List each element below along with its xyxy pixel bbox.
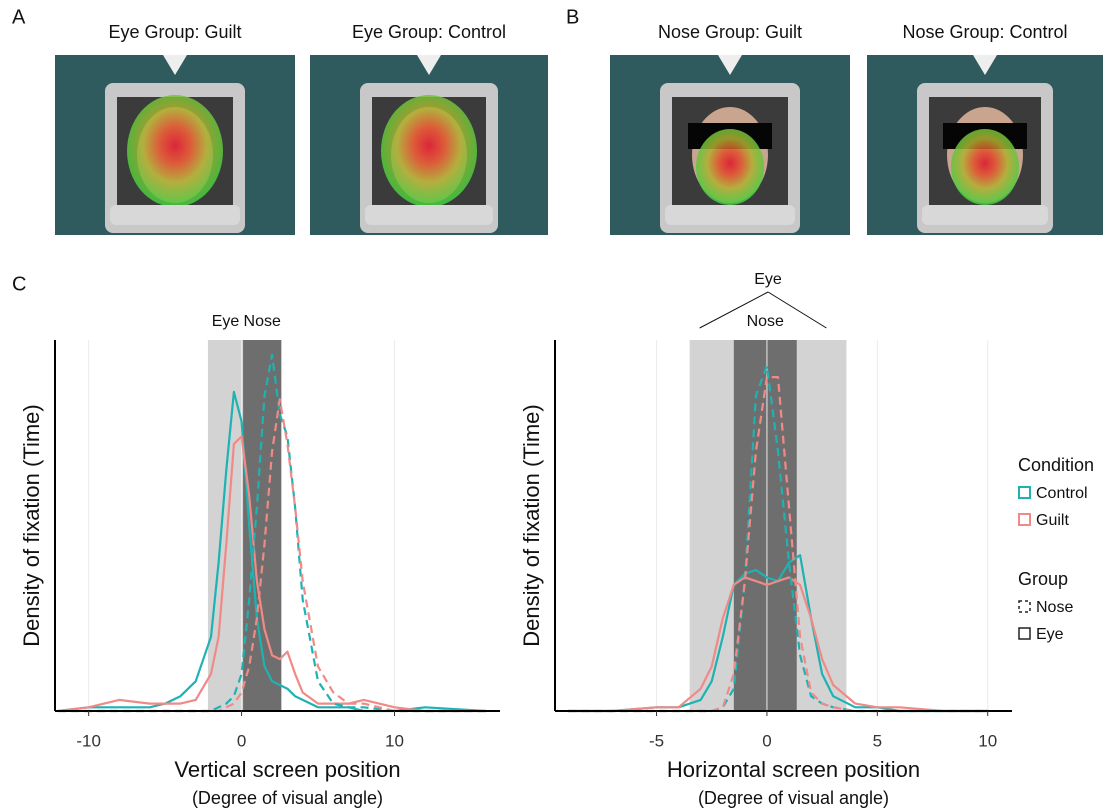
x-tick-label: 10 bbox=[385, 731, 404, 750]
legend-label: Guilt bbox=[1036, 512, 1069, 529]
band-label: Nose bbox=[747, 313, 784, 330]
legend-label: Nose bbox=[1036, 599, 1073, 616]
x-tick-label: 5 bbox=[873, 731, 882, 750]
base bbox=[922, 205, 1048, 225]
legend-key bbox=[1019, 628, 1030, 639]
photo-title: Eye Group: Guilt bbox=[108, 22, 241, 42]
band-label: Eye bbox=[754, 271, 782, 288]
band-label: Eye bbox=[212, 313, 240, 330]
figure: Eye Group: Guilt Eye Group: Control Nose G… bbox=[0, 0, 1115, 810]
x-tick-label: -10 bbox=[76, 731, 101, 750]
heatmap bbox=[696, 129, 764, 205]
y-axis-label: Density of fixation (Time) bbox=[19, 404, 44, 646]
base bbox=[665, 205, 795, 225]
photo-title: Nose Group: Control bbox=[902, 22, 1067, 42]
legend-key bbox=[1019, 514, 1030, 525]
y-axis-label: Density of fixation (Time) bbox=[519, 404, 544, 646]
x-axis-label: Vertical screen position bbox=[174, 757, 400, 782]
x-tick-label: -5 bbox=[649, 731, 664, 750]
legend-title: Group bbox=[1018, 569, 1068, 589]
photo-title: Nose Group: Guilt bbox=[658, 22, 802, 42]
photo-title: Eye Group: Control bbox=[352, 22, 506, 42]
base bbox=[110, 205, 240, 225]
heatmap bbox=[951, 129, 1019, 205]
legend-key bbox=[1019, 601, 1030, 612]
panel-label: C bbox=[12, 273, 26, 295]
legend-label: Eye bbox=[1036, 626, 1064, 643]
panel-label: A bbox=[12, 6, 26, 28]
heatmap bbox=[381, 95, 477, 207]
x-axis-sublabel: (Degree of visual angle) bbox=[192, 788, 383, 808]
plot: Eye Nose -5 0 5 10 Horizontal screen position (… bbox=[519, 271, 1012, 808]
base bbox=[365, 205, 493, 225]
band bbox=[734, 340, 797, 711]
heatmap bbox=[127, 95, 223, 207]
legend-key bbox=[1019, 487, 1030, 498]
legend-label: Control bbox=[1036, 485, 1088, 502]
x-axis-sublabel: (Degree of visual angle) bbox=[698, 788, 889, 808]
panel-label: B bbox=[566, 6, 579, 28]
x-tick-label: 0 bbox=[237, 731, 246, 750]
x-tick-label: 0 bbox=[762, 731, 771, 750]
x-tick-label: 10 bbox=[978, 731, 997, 750]
legend: Condition Control Guilt Group Nose Eye bbox=[1018, 455, 1094, 643]
x-axis-label: Horizontal screen position bbox=[667, 757, 920, 782]
photo-panels: Eye Group: Guilt Eye Group: Control Nose G… bbox=[55, 22, 1103, 235]
legend-title: Condition bbox=[1018, 455, 1094, 475]
band-label: Nose bbox=[244, 313, 281, 330]
